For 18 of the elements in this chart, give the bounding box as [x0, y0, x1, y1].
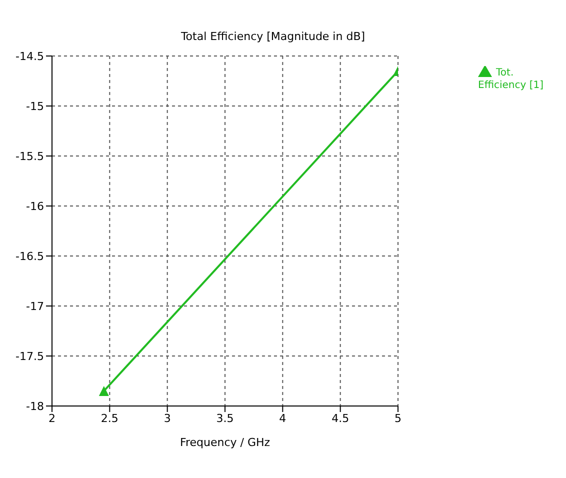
- y-tick-label: -17: [26, 300, 44, 313]
- chart-title: Total Efficiency [Magnitude in dB]: [180, 30, 366, 43]
- x-axis-title: Frequency / GHz: [180, 436, 270, 449]
- y-tick-label: -16.5: [16, 250, 44, 263]
- y-tick-label: -17.5: [16, 350, 44, 363]
- y-tick-label: -18: [26, 400, 44, 413]
- x-tick-label: 2: [48, 412, 56, 425]
- x-tick-label: 3: [164, 412, 171, 425]
- y-tick-label: -16: [26, 200, 44, 213]
- y-tick-label: -15: [26, 100, 44, 113]
- y-tick-label: -15.5: [16, 150, 44, 163]
- x-tick-label: 2.5: [100, 412, 118, 425]
- y-tick-label: -14.5: [16, 50, 44, 63]
- x-tick-label: 4: [279, 412, 286, 425]
- x-tick-label: 3.5: [216, 412, 234, 425]
- legend-label: Tot. Efficiency [1]: [478, 68, 544, 91]
- x-tick-label: 5: [394, 412, 402, 425]
- x-tick-label: 4.5: [332, 412, 350, 425]
